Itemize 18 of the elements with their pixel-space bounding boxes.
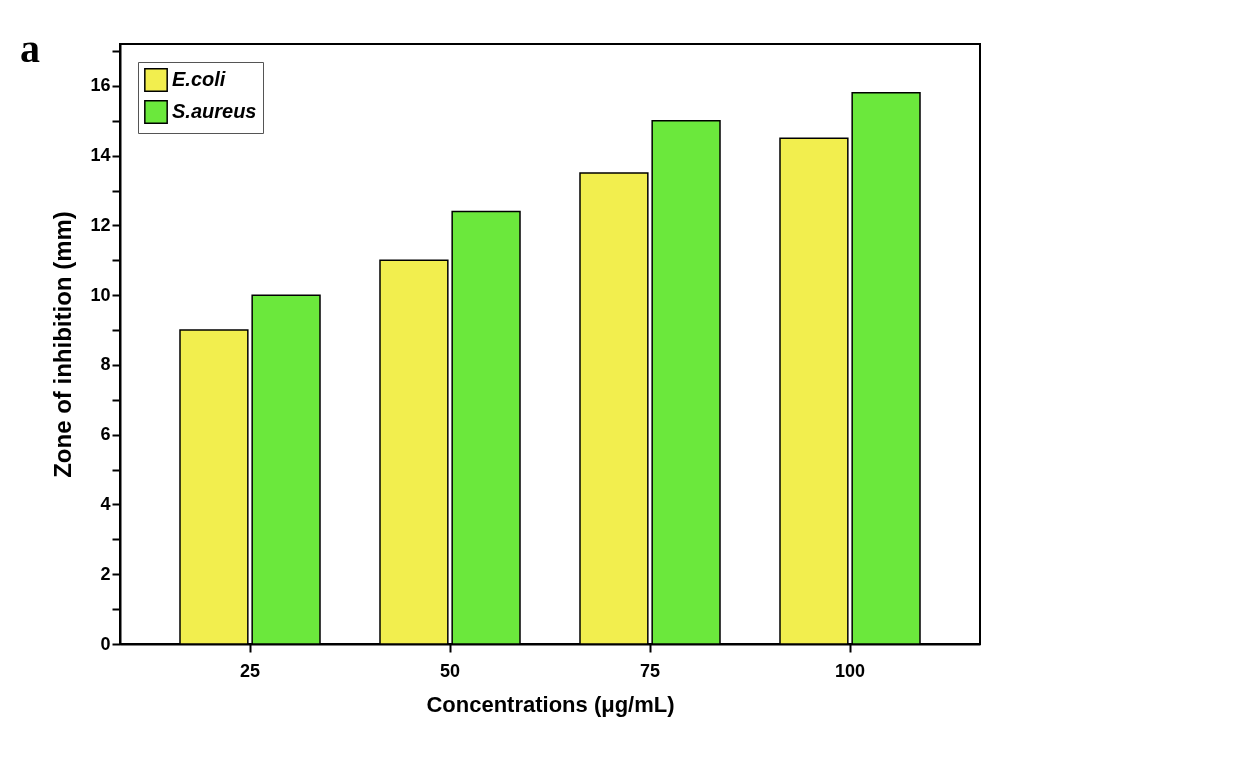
y-tick-label: 2 — [100, 563, 111, 584]
y-tick-label: 14 — [90, 145, 111, 166]
x-axis-title: Concentrations (μg/mL) — [426, 691, 675, 717]
x-tick-label: 25 — [239, 660, 261, 681]
y-axis-title: Zone of inhibition (mm) — [49, 211, 77, 478]
x-tick-label: 100 — [834, 660, 866, 681]
x-tick-label: 75 — [639, 660, 661, 681]
text: a — [20, 26, 40, 71]
y-tick-label: 6 — [100, 424, 111, 445]
y-tick-label: 12 — [90, 214, 111, 235]
legend-label: E.coli — [172, 68, 226, 90]
y-tick-label: 8 — [100, 354, 111, 375]
legend-label: S.aureus — [172, 100, 257, 122]
y-tick-label: 10 — [90, 284, 111, 305]
x-tick-label: 50 — [439, 660, 461, 681]
y-tick-label: 4 — [100, 493, 111, 514]
y-tick-label: 16 — [90, 75, 111, 96]
y-tick-label: 0 — [100, 633, 111, 654]
